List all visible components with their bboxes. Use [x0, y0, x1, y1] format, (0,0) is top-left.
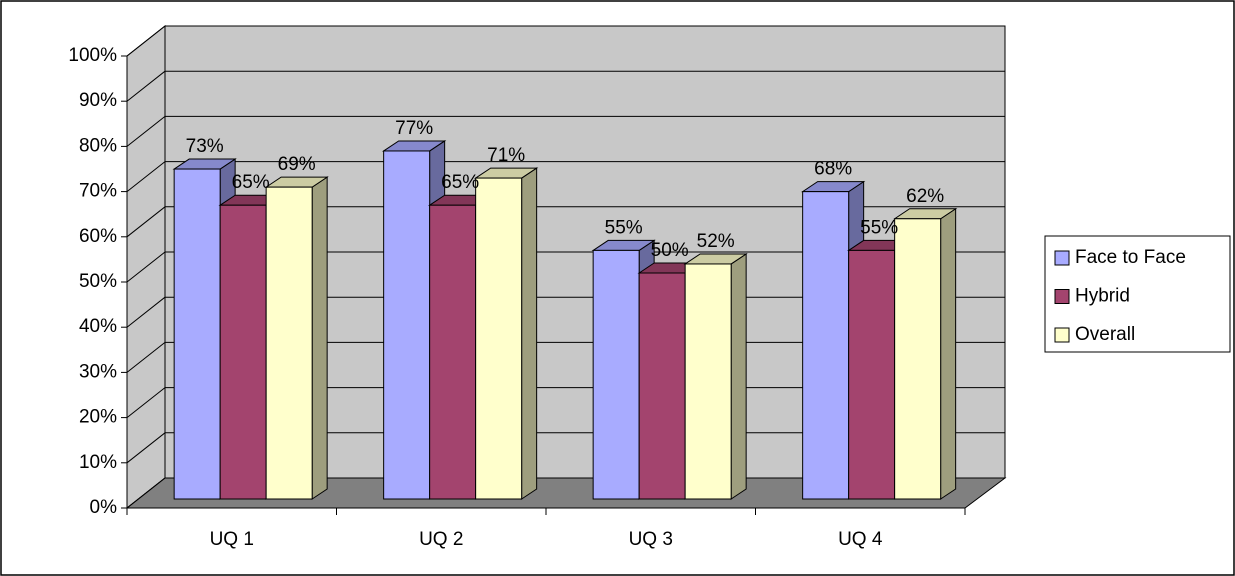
legend-label: Hybrid [1075, 286, 1130, 307]
legend-label: Overall [1075, 324, 1135, 345]
bar [592, 249, 640, 500]
value-label: 65% [232, 172, 270, 193]
y-tick-label: 50% [79, 271, 117, 292]
bar [219, 204, 267, 500]
value-label: 68% [814, 159, 852, 180]
legend-box [1044, 235, 1231, 353]
bar [265, 186, 313, 500]
bar-side [521, 167, 538, 500]
grid-line-side [126, 477, 166, 509]
bar [894, 218, 942, 500]
x-tick-label: UQ 2 [419, 529, 463, 550]
x-tick-label: UQ 1 [210, 529, 254, 550]
grid-line-side [126, 25, 166, 57]
legend-swatch [1054, 250, 1070, 266]
grid-line-side [126, 342, 166, 373]
bar [429, 204, 477, 500]
bar [684, 263, 732, 500]
y-tick-label: 100% [68, 45, 117, 66]
grid-line-side [126, 251, 166, 283]
grid-line-side [126, 206, 166, 238]
y-tick-label: 80% [79, 135, 117, 156]
bar [383, 150, 431, 500]
y-tick-label: 0% [90, 497, 118, 518]
x-tick-label: UQ 4 [838, 529, 883, 550]
bar [475, 177, 523, 500]
x-tick-label: UQ 3 [629, 529, 673, 550]
value-label: 65% [441, 172, 479, 193]
legend: Face to Face Hybrid Overall [1044, 235, 1231, 353]
value-label: 55% [605, 217, 643, 238]
y-tick-label: 30% [79, 361, 117, 382]
grid-line-side [126, 432, 166, 464]
y-tick-label: 10% [79, 452, 117, 473]
value-label: 50% [651, 240, 689, 261]
legend-swatch [1054, 289, 1070, 304]
value-label: 77% [395, 118, 433, 139]
bar [638, 272, 686, 500]
value-label: 52% [697, 231, 735, 252]
bar-side [730, 253, 747, 500]
bar [173, 168, 221, 500]
value-label: 69% [278, 154, 316, 175]
grid-line-side [126, 70, 166, 102]
legend-label: Face to Face [1075, 247, 1186, 268]
value-label: 62% [906, 186, 944, 207]
bar [802, 191, 850, 500]
grid-line-side [126, 116, 166, 147]
grid-line-side [126, 296, 166, 328]
y-tick-label: 20% [79, 407, 117, 428]
y-tick-label: 70% [79, 181, 117, 202]
legend-swatch [1054, 327, 1070, 343]
bar-side [940, 207, 957, 500]
grid-line-side [126, 161, 166, 192]
y-tick-label: 60% [79, 226, 117, 247]
value-label: 73% [186, 136, 224, 157]
grid-line-side [126, 387, 166, 418]
value-label: 55% [860, 217, 898, 238]
bar [848, 249, 896, 500]
y-tick-label: 90% [79, 90, 117, 111]
value-label: 71% [487, 145, 525, 166]
bar-side [311, 176, 328, 500]
y-tick-label: 40% [79, 316, 117, 337]
